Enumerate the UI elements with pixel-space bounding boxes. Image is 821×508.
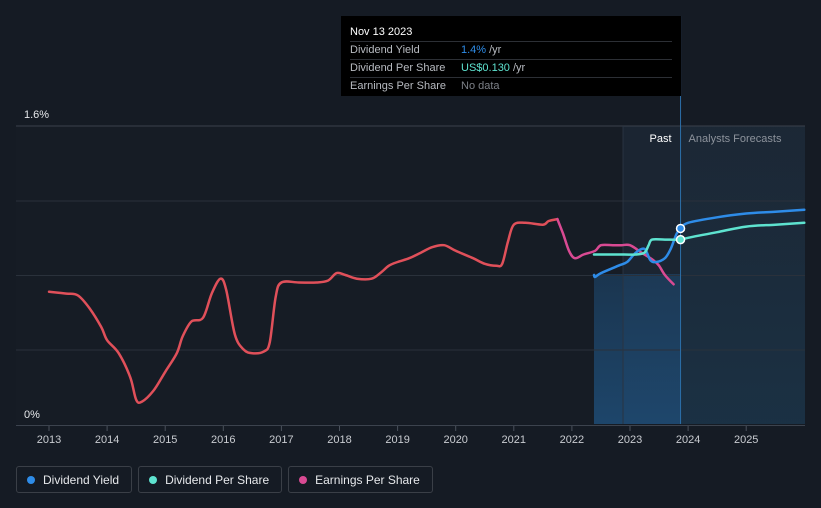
x-tick-label: 2013: [37, 434, 61, 446]
tooltip-date: Nov 13 2023: [350, 26, 413, 38]
x-tick-label: 2014: [95, 434, 119, 446]
tooltip-row-earnings-per-share: Earnings Per Share No data: [350, 77, 672, 95]
tooltip-label: Dividend Yield: [350, 44, 420, 56]
chart-legend: Dividend Yield Dividend Per Share Earnin…: [16, 466, 439, 493]
series-line-earnings-per-share: [47, 217, 559, 405]
x-tick-label: 2017: [269, 434, 293, 446]
chart-tooltip: Nov 13 2023 Dividend Yield 1.4% /yr Divi…: [341, 16, 681, 96]
marker-dividend-yield: [675, 223, 686, 234]
marker-dividend-per-share: [675, 234, 686, 245]
y-tick-label-min: 0%: [24, 409, 40, 421]
legend-label: Dividend Yield: [43, 472, 120, 487]
legend-label: Dividend Per Share: [165, 472, 270, 487]
past-highlight-band: [593, 274, 681, 424]
x-tick-label: 2015: [153, 434, 177, 446]
x-tick-label: 2016: [211, 434, 235, 446]
tooltip-label: Dividend Per Share: [350, 62, 446, 74]
series-line-dividend-per-share: [592, 221, 806, 256]
x-tick-label: 2025: [734, 434, 758, 446]
tooltip-value: 1.4%: [461, 44, 487, 56]
tooltip-value: US$0.130: [461, 62, 510, 74]
x-tick-label: 2020: [443, 434, 467, 446]
legend-dividend-yield[interactable]: Dividend Yield: [16, 466, 133, 493]
x-tick-label: 2018: [327, 434, 351, 446]
tooltip-row-dividend-yield: Dividend Yield 1.4% /yr: [350, 41, 672, 59]
tooltip-label: Earnings Per Share: [350, 80, 446, 92]
past-label: Past: [650, 133, 672, 145]
y-tick-label-max: 1.6%: [24, 109, 49, 121]
legend-dot-icon: [149, 475, 158, 484]
series-line-earnings-per-share-recent: [556, 217, 675, 286]
tooltip-value: No data: [461, 80, 500, 92]
x-tick-label: 2019: [385, 434, 409, 446]
legend-label: Earnings Per Share: [315, 472, 420, 487]
tooltip-row-dividend-per-share: Dividend Per Share US$0.130 /yr: [350, 59, 672, 77]
legend-earnings-per-share[interactable]: Earnings Per Share: [288, 466, 433, 493]
legend-dividend-per-share[interactable]: Dividend Per Share: [138, 466, 283, 493]
tooltip-unit: /yr: [512, 62, 526, 74]
x-tick-label: 2023: [618, 434, 642, 446]
x-tick-label: 2021: [502, 434, 526, 446]
legend-dot-icon: [299, 475, 308, 484]
legend-dot-icon: [27, 475, 35, 484]
x-tick-label: 2022: [560, 434, 584, 446]
tooltip-unit: /yr: [489, 44, 502, 56]
series-line-dividend-yield: [592, 208, 806, 279]
forecast-label: Analysts Forecasts: [689, 133, 782, 145]
x-tick-label: 2024: [676, 434, 700, 446]
